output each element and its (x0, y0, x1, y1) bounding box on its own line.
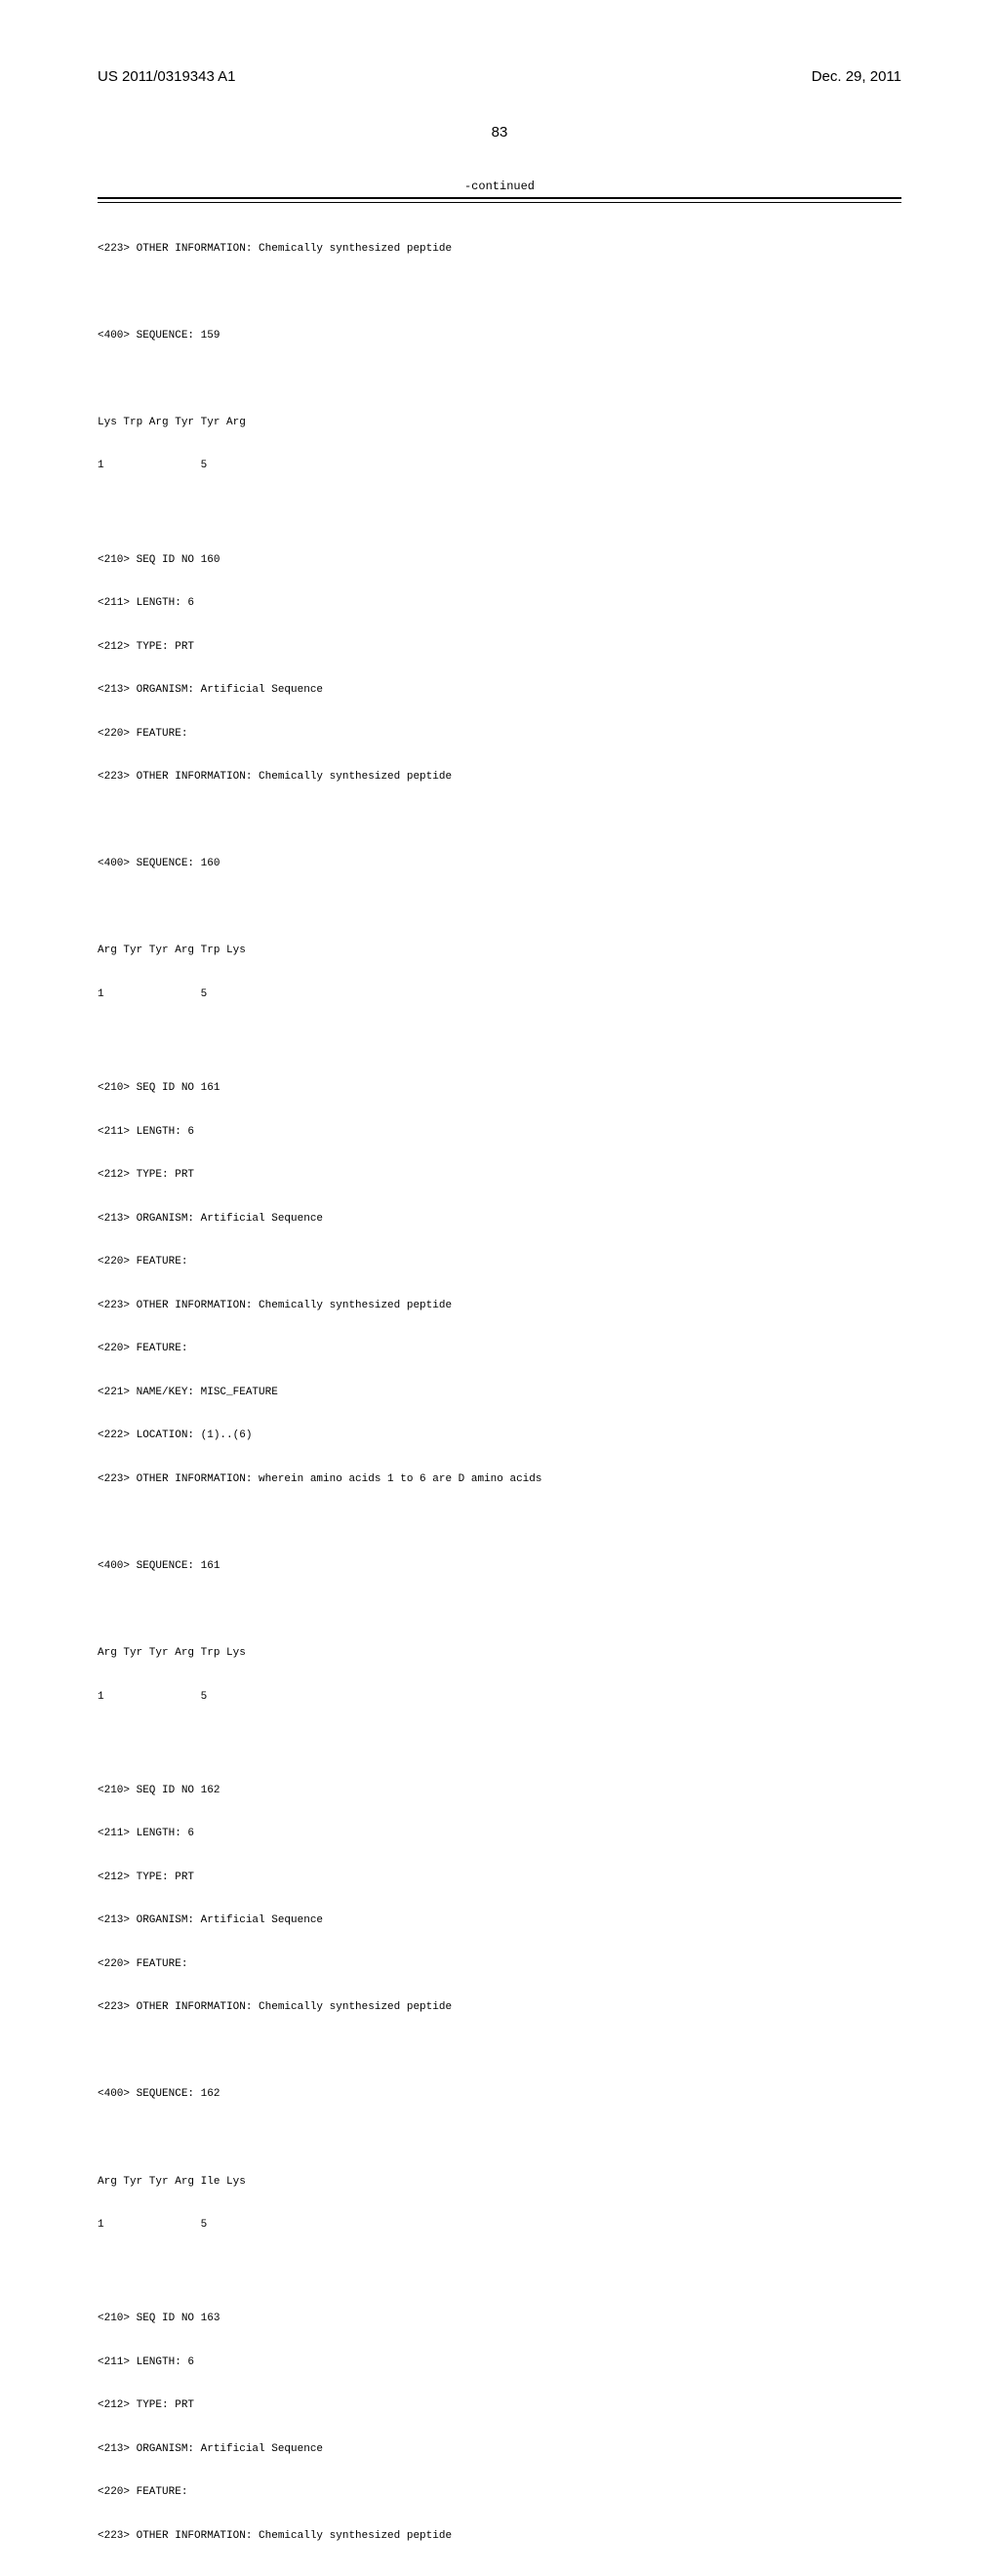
seq-line: <223> OTHER INFORMATION: Chemically synt… (98, 1299, 901, 1313)
seq-line: <210> SEQ ID NO 163 (98, 2312, 901, 2326)
seq-line: 1 5 (98, 1690, 901, 1705)
seq-line: <220> FEATURE: (98, 2485, 901, 2500)
seq-line: <223> OTHER INFORMATION: Chemically synt… (98, 2529, 901, 2544)
seq-line: Arg Tyr Tyr Arg Trp Lys (98, 944, 901, 958)
seq-line: <223> OTHER INFORMATION: Chemically synt… (98, 2000, 901, 2015)
seq-line (98, 2044, 901, 2059)
publication-number: US 2011/0319343 A1 (98, 68, 236, 85)
seq-line: <213> ORGANISM: Artificial Sequence (98, 683, 901, 698)
seq-line: <221> NAME/KEY: MISC_FEATURE (98, 1386, 901, 1400)
page-container: US 2011/0319343 A1 Dec. 29, 2011 83 -con… (0, 0, 999, 2576)
continued-label: -continued (98, 180, 901, 193)
seq-line (98, 285, 901, 300)
seq-line: <211> LENGTH: 6 (98, 1125, 901, 1140)
seq-line: <213> ORGANISM: Artificial Sequence (98, 1212, 901, 1227)
seq-line: <400> SEQUENCE: 161 (98, 1559, 901, 1574)
seq-line: <212> TYPE: PRT (98, 1871, 901, 1885)
seq-line: 1 5 (98, 459, 901, 473)
sequence-block: <210> SEQ ID NO 160 <211> LENGTH: 6 <212… (98, 524, 901, 1031)
sequence-block: <210> SEQ ID NO 163 <211> LENGTH: 6 <212… (98, 2283, 901, 2576)
seq-line: <220> FEATURE: (98, 1957, 901, 1972)
sequence-block: <210> SEQ ID NO 162 <211> LENGTH: 6 <212… (98, 1754, 901, 2262)
seq-line: <223> OTHER INFORMATION: Chemically synt… (98, 242, 901, 257)
section-rule (98, 197, 901, 203)
seq-line: 1 5 (98, 2218, 901, 2233)
seq-line: <400> SEQUENCE: 159 (98, 329, 901, 343)
seq-line: <212> TYPE: PRT (98, 1168, 901, 1183)
seq-line: <212> TYPE: PRT (98, 640, 901, 655)
header-row: US 2011/0319343 A1 Dec. 29, 2011 (98, 68, 901, 85)
sequence-block: <210> SEQ ID NO 161 <211> LENGTH: 6 <212… (98, 1052, 901, 1733)
seq-line: Arg Tyr Tyr Arg Trp Lys (98, 1646, 901, 1661)
seq-line: <211> LENGTH: 6 (98, 2355, 901, 2370)
seq-line: <222> LOCATION: (1)..(6) (98, 1429, 901, 1443)
page-number: 83 (98, 124, 901, 141)
seq-line: <211> LENGTH: 6 (98, 596, 901, 611)
publication-date: Dec. 29, 2011 (812, 68, 901, 85)
seq-line: <223> OTHER INFORMATION: wherein amino a… (98, 1472, 901, 1487)
seq-line: <210> SEQ ID NO 160 (98, 553, 901, 568)
seq-line: <210> SEQ ID NO 161 (98, 1081, 901, 1096)
seq-line (98, 1602, 901, 1617)
seq-line: <213> ORGANISM: Artificial Sequence (98, 1913, 901, 1928)
sequence-block: <223> OTHER INFORMATION: Chemically synt… (98, 213, 901, 503)
seq-line: <210> SEQ ID NO 162 (98, 1784, 901, 1798)
seq-line: <213> ORGANISM: Artificial Sequence (98, 2442, 901, 2457)
seq-line: Lys Trp Arg Tyr Tyr Arg (98, 416, 901, 430)
seq-line: <211> LENGTH: 6 (98, 1827, 901, 1841)
seq-line (98, 2572, 901, 2576)
seq-line: Arg Tyr Tyr Arg Ile Lys (98, 2175, 901, 2190)
seq-line: <212> TYPE: PRT (98, 2398, 901, 2413)
seq-line (98, 814, 901, 828)
seq-line: <223> OTHER INFORMATION: Chemically synt… (98, 770, 901, 785)
seq-line: <400> SEQUENCE: 162 (98, 2087, 901, 2102)
seq-line (98, 2131, 901, 2146)
seq-line: <220> FEATURE: (98, 1255, 901, 1269)
seq-line: <220> FEATURE: (98, 1342, 901, 1356)
seq-line (98, 1515, 901, 1530)
seq-line: <220> FEATURE: (98, 727, 901, 742)
seq-line: <400> SEQUENCE: 160 (98, 857, 901, 871)
seq-line: 1 5 (98, 987, 901, 1002)
seq-line (98, 372, 901, 386)
seq-line (98, 901, 901, 915)
